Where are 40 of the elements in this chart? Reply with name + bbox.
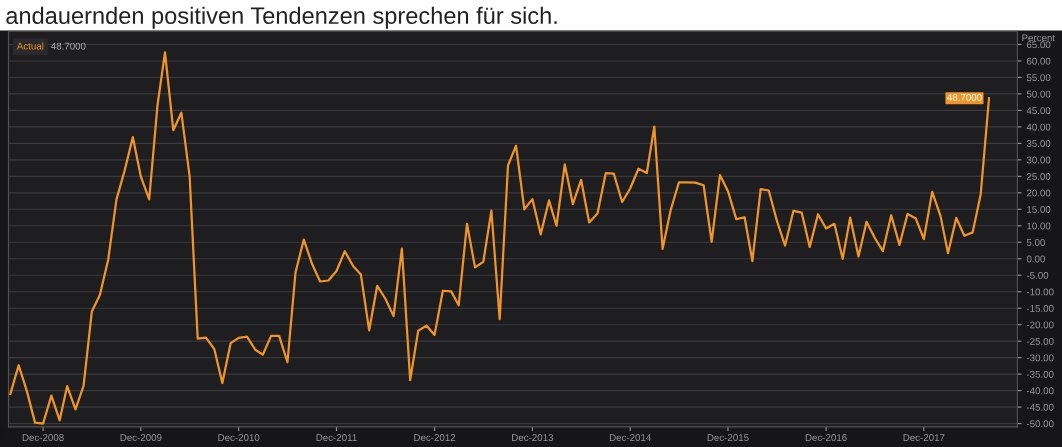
y-tick-label: -25.00	[1026, 337, 1054, 345]
line-series	[9, 51, 991, 425]
y-tick-label: -50.00	[1026, 420, 1054, 428]
y-tick-label: -20.00	[1026, 321, 1054, 329]
x-tick-label: Dec-2012	[414, 434, 456, 441]
y-tick-label: 50.00	[1026, 90, 1051, 98]
x-tick-label: Dec-2015	[707, 434, 749, 441]
data-label: 48.7000	[947, 93, 982, 101]
y-tick-label: 25.00	[1026, 173, 1051, 180]
chart-title: andauernden positiven Tendenzen sprechen für sich.	[6, 6, 557, 29]
y-tick-label: -40.00	[1026, 387, 1054, 395]
y-tick-label: -30.00	[1026, 354, 1054, 362]
x-tick-label: Dec-2011	[316, 434, 357, 441]
y-tick-label: -45.00	[1026, 403, 1054, 411]
x-tick-label: Dec-2013	[512, 434, 554, 441]
x-tick-label: Dec-2009	[120, 434, 162, 441]
y-tick-label: 45.00	[1026, 107, 1051, 115]
y-tick-label: 15.00	[1027, 206, 1051, 213]
y-tick-label: -10.00	[1026, 288, 1054, 296]
x-tick-label: Dec-2014	[609, 434, 651, 441]
x-tick-label: Dec-2008	[22, 434, 64, 441]
y-tick-label: -5.00	[1026, 271, 1049, 279]
y-tick-label: 60.00	[1026, 57, 1051, 65]
y-axis-title: Percent	[1022, 34, 1055, 42]
x-tick-label: Dec-2017	[903, 434, 945, 441]
x-tick-label: Dec-2016	[805, 434, 847, 441]
y-tick-label: 10.00	[1027, 222, 1051, 230]
y-tick-label: 0.00	[1026, 255, 1045, 263]
y-tick-label: 55.00	[1026, 74, 1051, 82]
y-tick-label: 20.00	[1026, 189, 1051, 197]
text: Actual	[16, 42, 44, 50]
y-tick-label: 30.00	[1026, 156, 1051, 164]
y-tick-label: -35.00	[1026, 370, 1054, 378]
y-tick-label: 65.00	[1026, 41, 1051, 49]
y-tick-label: 35.00	[1026, 140, 1051, 147]
x-tick-label: Dec-2010	[218, 434, 260, 441]
y-tick-label: 5.00	[1026, 239, 1045, 246]
y-tick-label: 40.00	[1026, 123, 1051, 131]
y-tick-label: -15.00	[1026, 304, 1054, 312]
text: 48.7000	[51, 42, 86, 50]
